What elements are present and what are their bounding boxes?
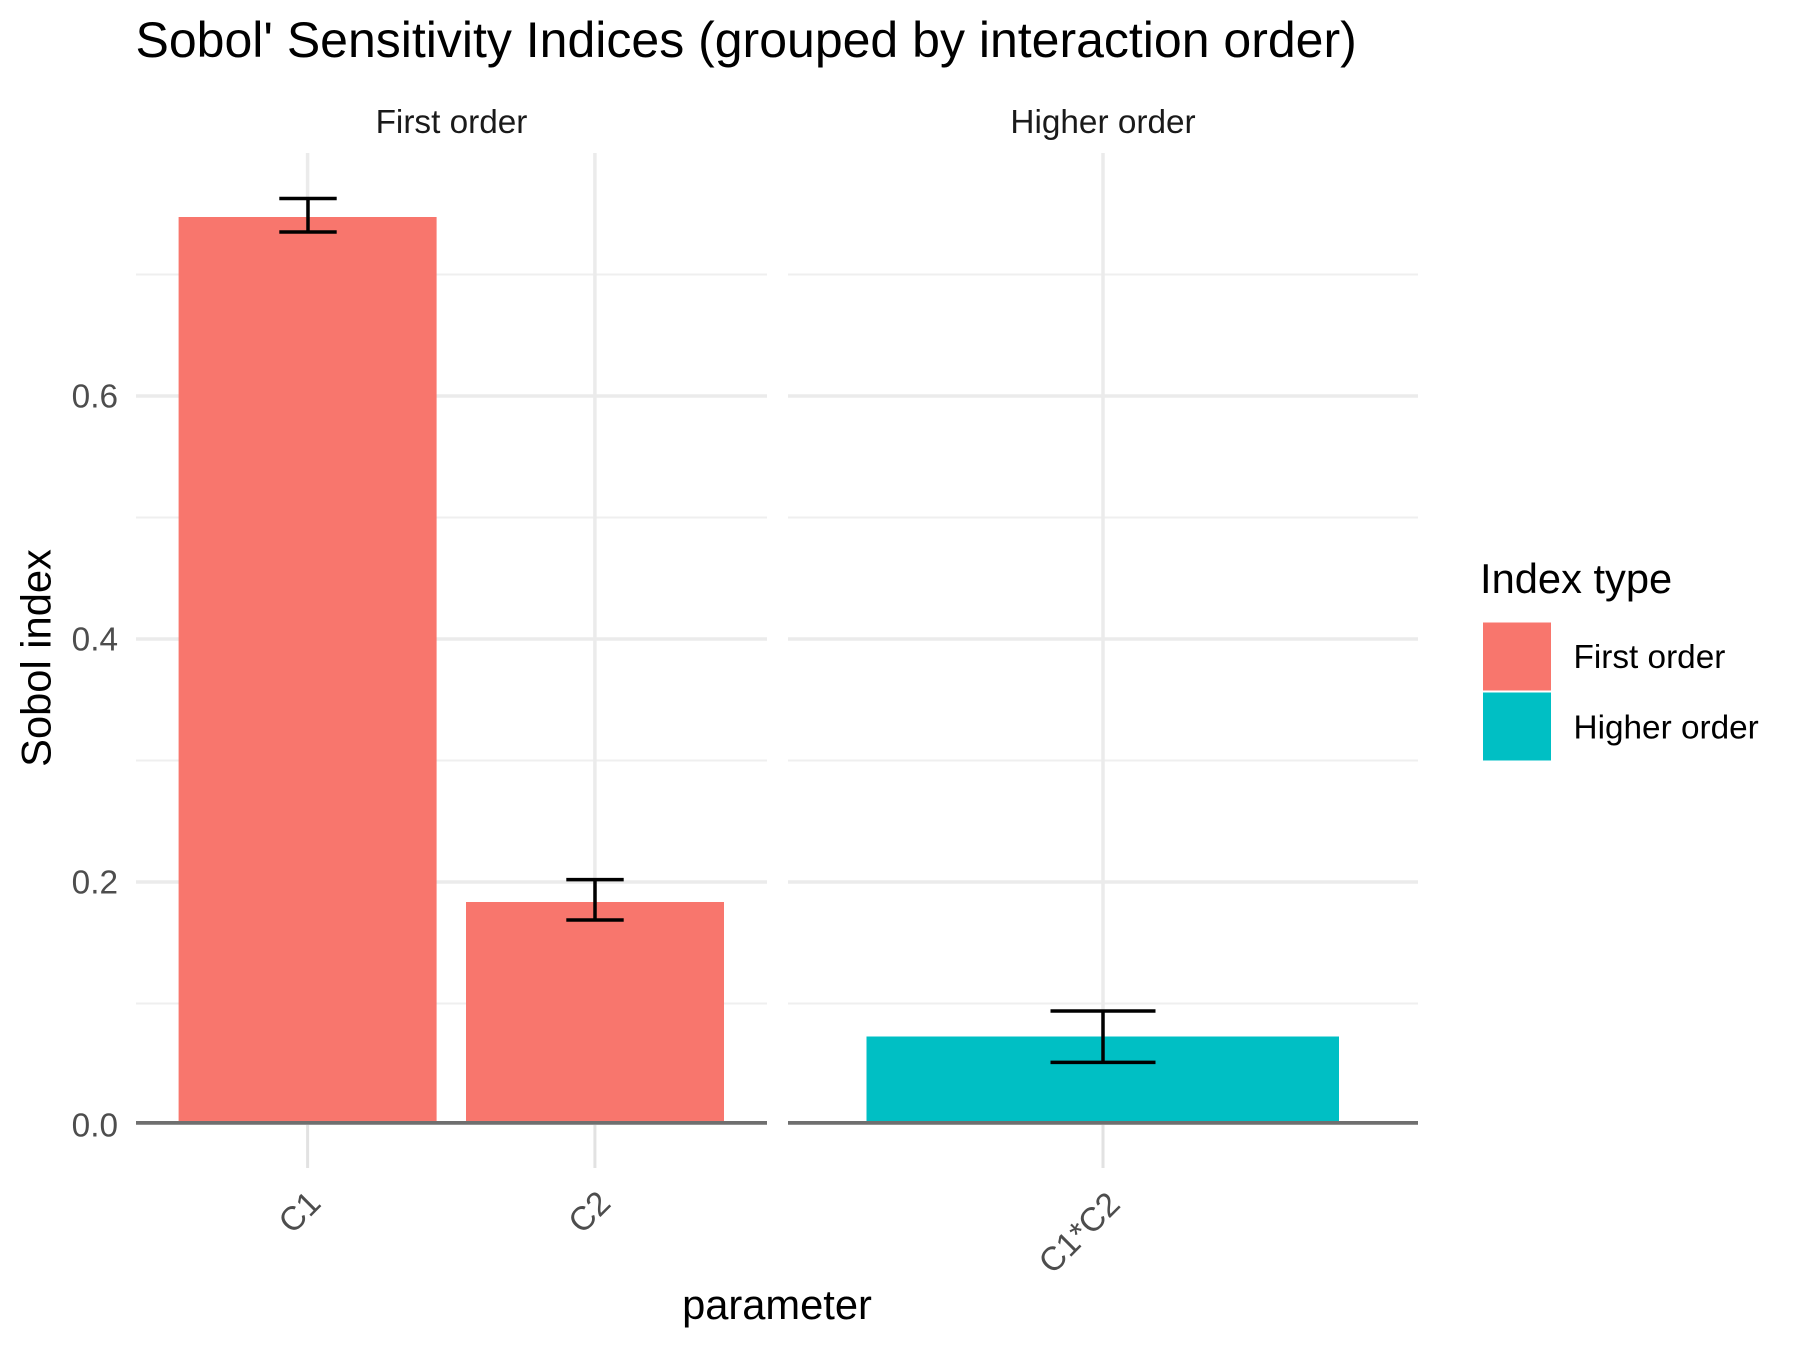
svg-text:Sobol index: Sobol index: [13, 549, 60, 767]
svg-text:parameter: parameter: [682, 1281, 872, 1328]
svg-text:Higher order: Higher order: [1010, 104, 1195, 141]
svg-text:First order: First order: [376, 104, 528, 141]
svg-text:0.2: 0.2: [72, 865, 118, 902]
svg-text:0.4: 0.4: [72, 622, 118, 659]
svg-text:Sobol' Sensitivity Indices (gr: Sobol' Sensitivity Indices (grouped by i…: [136, 12, 1357, 68]
svg-text:Index type: Index type: [1480, 555, 1672, 602]
svg-text:First order: First order: [1574, 639, 1726, 676]
svg-text:0.0: 0.0: [72, 1108, 118, 1145]
svg-text:Higher order: Higher order: [1574, 710, 1759, 747]
svg-text:0.6: 0.6: [72, 379, 118, 416]
